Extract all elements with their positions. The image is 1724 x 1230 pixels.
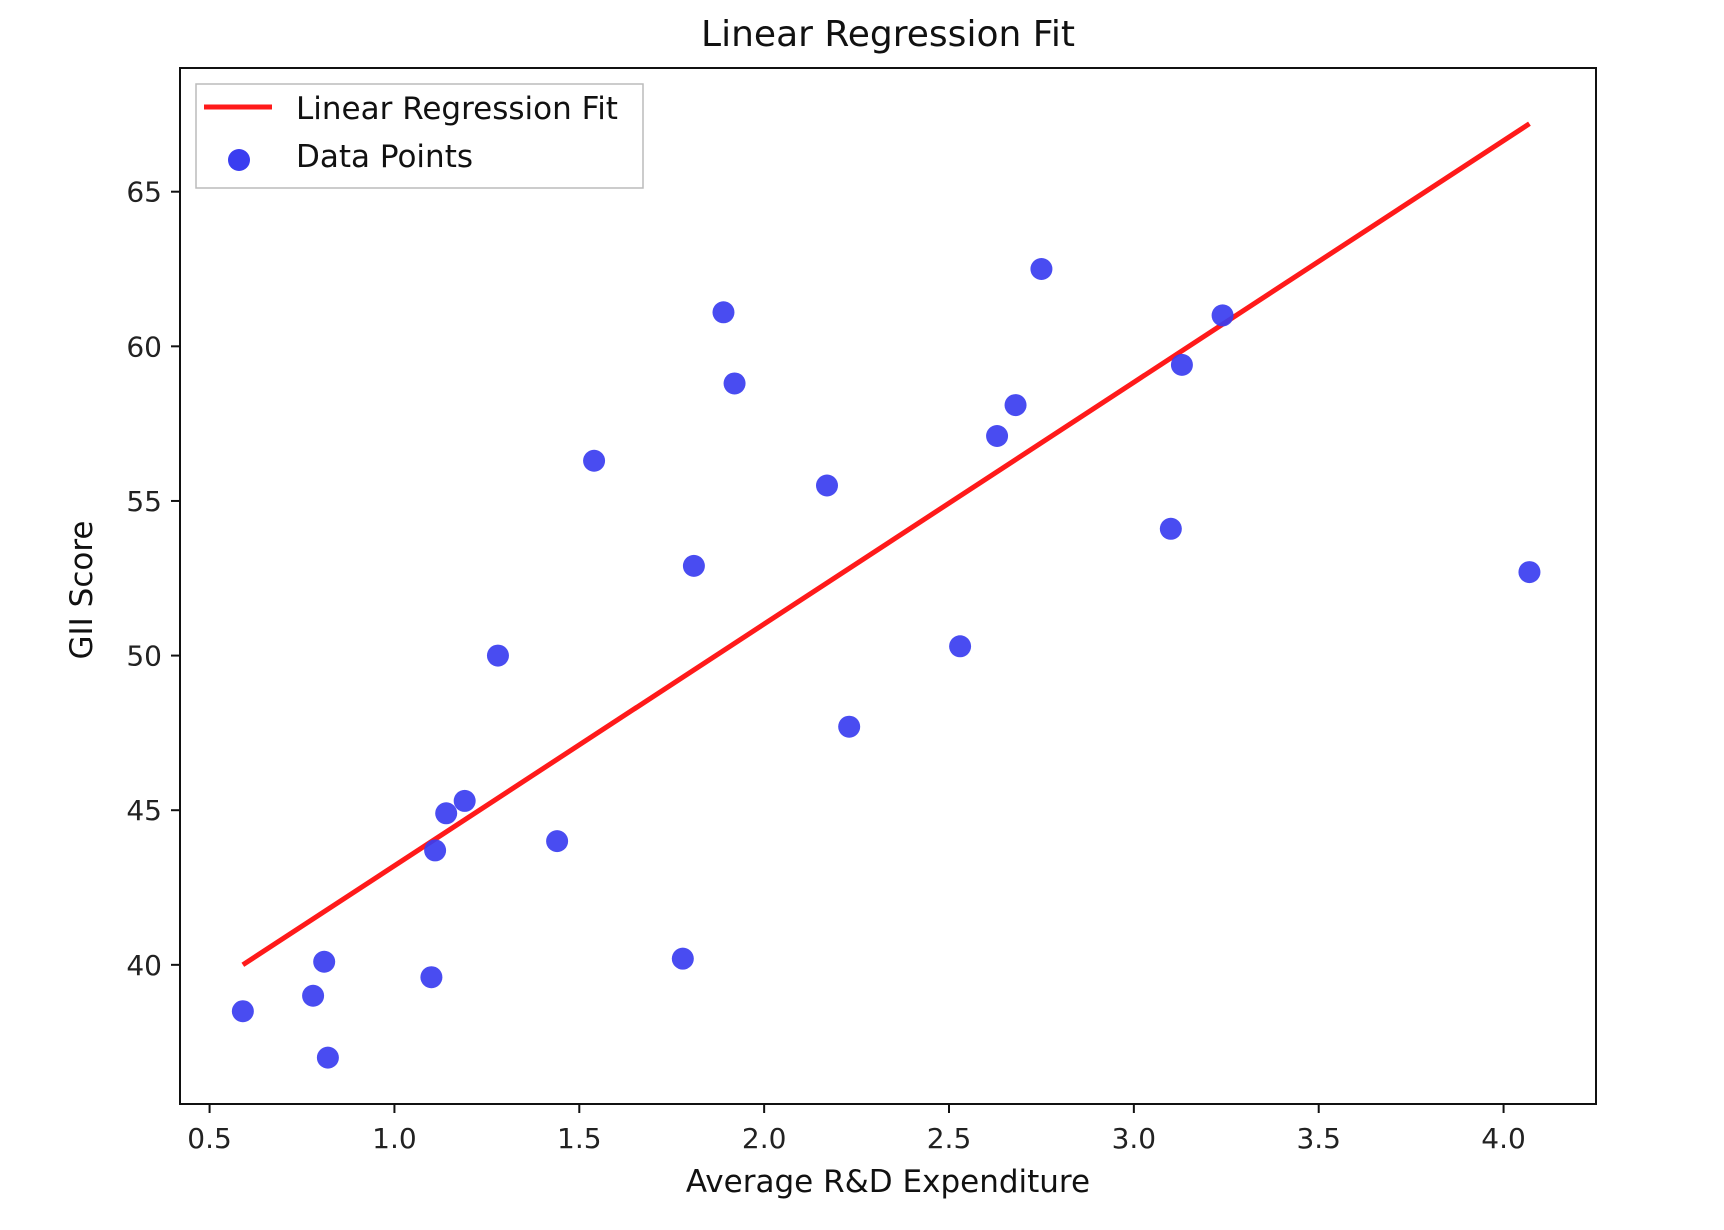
data-point-15 <box>723 372 746 395</box>
x-tick-label-7: 4.0 <box>1481 1122 1526 1155</box>
plot-area <box>231 121 1541 1069</box>
x-tick-label-0: 0.5 <box>187 1122 232 1155</box>
legend-label-fit: Linear Regression Fit <box>296 91 618 127</box>
data-point-6 <box>424 839 447 862</box>
data-point-5 <box>420 966 443 989</box>
data-point-8 <box>453 789 476 812</box>
data-point-23 <box>1170 353 1193 376</box>
x-tick-label-1: 1.0 <box>372 1122 417 1155</box>
data-point-22 <box>1159 517 1182 540</box>
y-tick-label-5: 65 <box>126 176 162 209</box>
data-point-24 <box>1211 304 1234 327</box>
y-tick-label-2: 50 <box>126 640 162 673</box>
data-point-20 <box>1004 394 1027 417</box>
data-point-25 <box>1518 561 1541 584</box>
regression-line <box>241 121 1531 967</box>
data-point-9 <box>486 644 509 667</box>
data-point-13 <box>682 554 705 577</box>
y-axis-label: GII Score <box>64 521 100 660</box>
axes: 0.5 1.0 1.5 2.0 2.5 3.0 3.5 4.0 40 45 50 55 60 65 <box>126 67 1597 1155</box>
data-point-17 <box>838 715 861 738</box>
legend-marker-swatch <box>228 149 250 171</box>
legend-label-points: Data Points <box>296 139 473 175</box>
data-point-1 <box>231 1000 254 1023</box>
legend-box <box>195 83 644 189</box>
data-point-11 <box>583 449 606 472</box>
data-point-12 <box>671 947 694 970</box>
x-tick-label-5: 3.0 <box>1112 1122 1157 1155</box>
data-point-18 <box>949 635 972 658</box>
x-tick-label-3: 2.0 <box>742 1122 787 1155</box>
data-point-2 <box>302 984 325 1007</box>
data-point-21 <box>1030 258 1053 281</box>
data-point-3 <box>313 950 336 973</box>
data-point-19 <box>986 425 1009 448</box>
data-point-7 <box>435 802 458 825</box>
x-tick-label-4: 2.5 <box>927 1122 972 1155</box>
y-tick-label-4: 60 <box>126 330 162 363</box>
chart-title: Linear Regression Fit <box>701 14 1075 55</box>
y-tick-label-3: 55 <box>126 485 162 518</box>
plot-frame <box>179 67 1597 1105</box>
x-axis-label: Average R&D Expenditure <box>686 1164 1090 1200</box>
data-point-14 <box>712 301 735 324</box>
data-point-16 <box>815 474 838 497</box>
data-point-10 <box>546 830 569 853</box>
x-tick-label-2: 1.5 <box>557 1122 602 1155</box>
x-tick-label-6: 3.5 <box>1296 1122 1341 1155</box>
y-tick-label-1: 45 <box>126 794 162 827</box>
legend: Linear Regression Fit Data Points <box>195 83 644 189</box>
y-tick-label-0: 40 <box>126 949 162 982</box>
data-point-4 <box>316 1046 339 1069</box>
